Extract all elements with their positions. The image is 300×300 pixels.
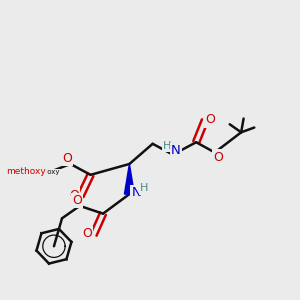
Text: methoxy: methoxy [6,167,46,176]
Text: O: O [206,113,215,126]
Text: O: O [82,227,92,240]
Text: methoxy: methoxy [30,169,60,175]
Text: N: N [171,144,181,157]
Text: methoxy: methoxy [16,169,47,175]
Text: H: H [140,184,148,194]
Text: O: O [72,194,82,207]
Text: O: O [213,151,223,164]
Text: H: H [163,141,172,151]
Text: O: O [62,152,72,165]
Text: O: O [69,188,79,202]
Polygon shape [124,164,134,194]
Text: N: N [131,186,141,199]
